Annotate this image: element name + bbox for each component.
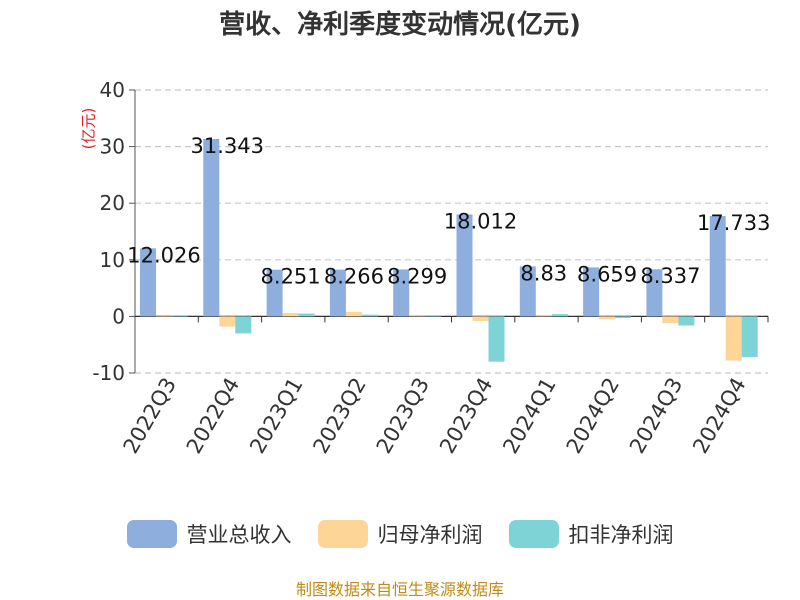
bar-deducted-profit: [172, 316, 188, 317]
x-tick-label: 2024Q4: [688, 374, 750, 458]
bar-revenue: [140, 248, 156, 317]
legend: 营业总收入 归母净利润 扣非净利润: [0, 519, 800, 549]
x-tick-label: 2024Q3: [625, 374, 687, 458]
data-label: 8.659: [577, 262, 637, 286]
x-tick-label: 2023Q3: [372, 373, 434, 457]
bar-deducted-profit: [298, 313, 315, 317]
bar-deducted-profit: [235, 316, 252, 334]
data-source: 制图数据来自恒生聚源数据库: [295, 580, 504, 599]
x-tick-label: 2022Q3: [119, 374, 181, 458]
bar-deducted-profit: [488, 316, 505, 362]
bar-revenue: [393, 269, 410, 317]
bar-net-profit: [219, 316, 236, 327]
data-label: 17.733: [697, 211, 770, 235]
y-axis-unit: (亿元): [79, 107, 98, 150]
x-tick-label: 2023Q2: [308, 374, 370, 458]
bar-net-profit: [472, 316, 489, 321]
chart-title: 营收、净利季度变动情况(亿元): [219, 10, 581, 40]
data-label: 8.299: [387, 264, 447, 288]
bar-revenue: [456, 214, 473, 317]
legend-item-net-profit[interactable]: 归母净利润: [317, 519, 483, 549]
data-label: 12.026: [127, 243, 200, 267]
bar-revenue: [583, 267, 600, 317]
data-label: 8.83: [520, 261, 567, 285]
y-tick-label: -10: [92, 361, 125, 385]
legend-swatch-revenue: [126, 520, 177, 548]
x-tick-label: 2023Q4: [435, 374, 497, 458]
bar-deducted-profit: [741, 316, 758, 358]
legend-label-deducted-profit: 扣非净利润: [568, 523, 674, 547]
data-label: 8.266: [324, 265, 384, 289]
y-tick-label: 40: [100, 78, 125, 102]
x-tick-label: 2024Q2: [562, 374, 624, 458]
y-tick-label: 20: [100, 191, 125, 215]
bar-net-profit: [282, 313, 299, 317]
bar-net-profit: [156, 316, 172, 317]
bar-deducted-profit: [361, 314, 378, 317]
y-tick-label: 10: [100, 248, 125, 272]
x-tick-label: 2023Q1: [245, 374, 307, 458]
data-label: 31.343: [191, 134, 264, 158]
bar-revenue: [203, 138, 220, 317]
y-tick-label: 0: [112, 304, 125, 328]
legend-label-net-profit: 归母净利润: [377, 523, 483, 547]
bar-net-profit: [662, 316, 679, 324]
bar-net-profit: [345, 311, 362, 317]
data-label: 18.012: [444, 209, 517, 233]
bar-net-profit: [599, 316, 616, 320]
y-tick-label: 30: [100, 135, 125, 159]
bar-deducted-profit: [678, 316, 695, 326]
legend-swatch-deducted-profit: [508, 520, 559, 548]
x-tick-label: 2024Q1: [498, 374, 560, 458]
legend-label-revenue: 营业总收入: [186, 523, 292, 547]
x-tick-label: 2022Q4: [182, 374, 244, 458]
bar-revenue: [646, 269, 663, 317]
bar-net-profit: [725, 316, 742, 361]
legend-item-revenue[interactable]: 营业总收入: [126, 519, 292, 549]
data-label: 8.337: [640, 264, 700, 288]
bar-net-profit: [535, 315, 552, 317]
data-label: 8.251: [261, 265, 321, 289]
bar-deducted-profit: [425, 316, 442, 317]
legend-item-deducted-profit[interactable]: 扣非净利润: [508, 519, 674, 549]
bar-net-profit: [409, 315, 426, 317]
bar-deducted-profit: [615, 316, 632, 319]
bar-revenue: [329, 269, 346, 317]
bar-revenue: [266, 269, 283, 317]
bar-revenue: [709, 216, 726, 317]
bar-revenue: [519, 266, 536, 317]
legend-swatch-net-profit: [317, 520, 368, 548]
bar-deducted-profit: [551, 314, 568, 317]
